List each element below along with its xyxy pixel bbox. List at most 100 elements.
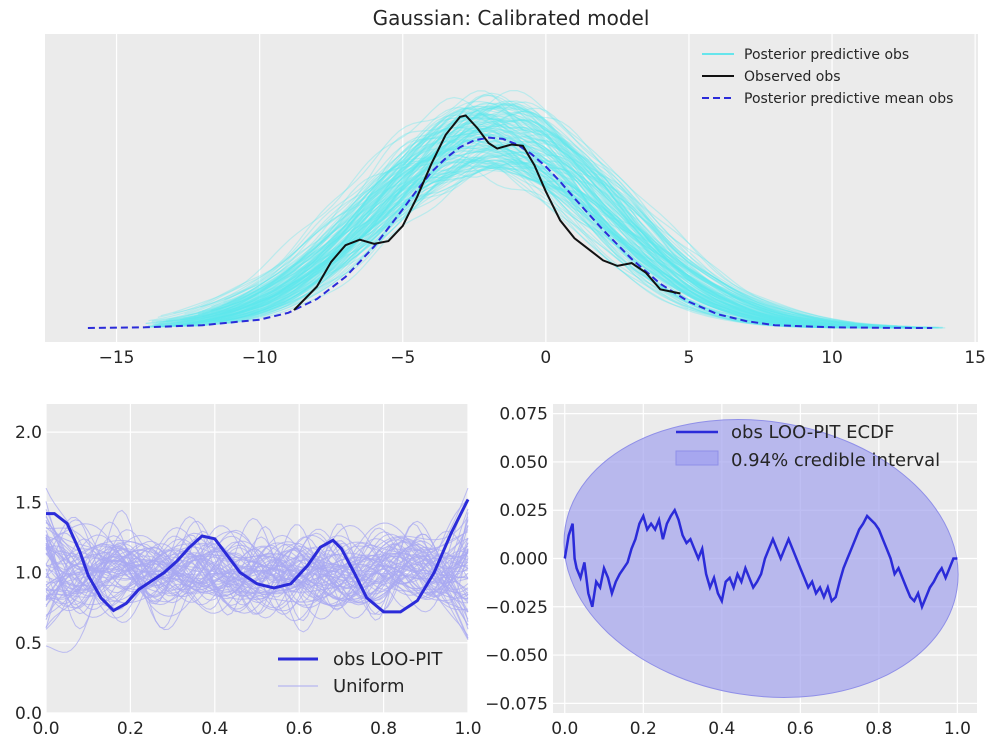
posterior-predictive-sample <box>158 94 932 329</box>
posterior-predictive-sample <box>155 116 886 329</box>
posterior-predictive-sample <box>216 169 854 329</box>
top-chart-plot-area <box>45 34 978 342</box>
posterior-predictive-sample <box>170 116 894 328</box>
posterior-predictive-sample <box>184 129 944 329</box>
ecdf-x-tick-label: 1.0 <box>944 719 971 739</box>
posterior-predictive-sample <box>200 114 909 329</box>
posterior-predictive-sample <box>174 125 904 329</box>
posterior-predictive-sample <box>218 94 935 329</box>
posterior-predictive-sample <box>179 147 831 327</box>
posterior-predictive-sample <box>218 123 827 325</box>
posterior-predictive-sample <box>146 101 855 324</box>
posterior-predictive-sample <box>197 113 878 329</box>
top-x-tick-label: 15 <box>964 348 986 368</box>
posterior-predictive-sample <box>150 119 852 328</box>
posterior-predictive-sample <box>207 166 909 329</box>
ecdf-x-tick-label: 0.0 <box>551 719 578 739</box>
uniform-sample-line <box>45 533 469 619</box>
posterior-predictive-sample <box>170 135 858 328</box>
posterior-predictive-sample <box>166 156 882 327</box>
loo-pit-x-tick-label: 1.0 <box>454 719 481 739</box>
posterior-predictive-sample <box>157 107 923 329</box>
uniform-sample-line <box>45 520 469 615</box>
posterior-predictive-sample <box>194 105 903 328</box>
loo-pit-kde-panel: 0.0 0.2 0.4 0.6 0.8 1.0 0.0 0.5 1.0 1.5 2.0 obs L… <box>15 404 482 739</box>
posterior-predictive-sample <box>206 110 865 326</box>
posterior-predictive-sample <box>154 161 856 328</box>
ecdf-y-tick-label: −0.025 <box>485 598 548 618</box>
posterior-predictive-sample <box>157 112 874 327</box>
posterior-predictive-sample <box>183 121 893 329</box>
posterior-predictive-sample <box>220 158 900 329</box>
posterior-predictive-sample <box>145 134 855 328</box>
top-chart-legend: Posterior predictive obs Observed obs Po… <box>702 47 953 107</box>
posterior-predictive-sample <box>165 101 832 326</box>
uniform-sample-line <box>45 522 469 622</box>
posterior-predictive-sample <box>160 96 834 326</box>
posterior-predictive-sample <box>223 136 911 329</box>
posterior-predictive-sample <box>228 140 866 327</box>
posterior-predictive-sample <box>153 156 834 327</box>
posterior-predictive-sample <box>152 153 833 325</box>
posterior-predictive-sample <box>206 122 901 329</box>
posterior-predictive-sample <box>223 103 933 329</box>
top-x-tick-label: −15 <box>99 348 135 368</box>
loo-pit-y-tick-label: 2.0 <box>15 423 42 443</box>
posterior-predictive-sample <box>221 166 923 329</box>
posterior-predictive-sample <box>175 147 899 329</box>
posterior-predictive-sample <box>198 151 900 329</box>
posterior-predictive-sample <box>227 104 943 328</box>
posterior-predictive-sample <box>145 139 890 328</box>
posterior-predictive-sample <box>193 167 910 328</box>
uniform-sample-line <box>45 541 469 600</box>
posterior-predictive-sample <box>213 106 908 329</box>
posterior-predictive-sample <box>208 164 924 329</box>
posterior-predictive-sample <box>160 112 862 329</box>
posterior-predictive-sample <box>158 160 839 325</box>
posterior-predictive-sample <box>149 107 887 328</box>
posterior-predictive-sample <box>211 107 906 329</box>
uniform-sample-line <box>45 521 469 606</box>
ecdf-y-tick-label: 0.025 <box>499 501 548 521</box>
uniform-sample-line <box>45 548 469 596</box>
posterior-predictive-sample <box>152 126 897 329</box>
posterior-predictive-sample <box>153 161 855 327</box>
posterior-predictive-sample <box>187 102 890 327</box>
top-chart-title: Gaussian: Calibrated model <box>373 6 650 30</box>
posterior-predictive-sample <box>197 149 907 328</box>
posterior-predictive-sample <box>221 160 831 328</box>
posterior-predictive-sample <box>173 119 875 328</box>
loo-pit-legend: obs LOO-PIT Uniform <box>278 649 443 697</box>
ecdf-x-tick-label: 0.8 <box>865 719 892 739</box>
posterior-predictive-sample <box>224 117 912 328</box>
credible-interval-band <box>563 419 959 698</box>
loo-pit-x-tick-label: 0.8 <box>370 719 397 739</box>
posterior-predictive-mean-line <box>87 136 933 329</box>
obs-loo-pit-line <box>46 498 470 614</box>
posterior-predictive-sample <box>220 119 843 324</box>
posterior-predictive-sample <box>213 134 923 329</box>
posterior-predictive-sample <box>187 138 925 329</box>
posterior-predictive-sample <box>221 103 902 329</box>
posterior-predictive-sample <box>199 113 908 329</box>
posterior-predictive-sample <box>216 105 876 327</box>
posterior-predictive-sample <box>227 164 857 328</box>
obs-loo-pit-ecdf-line <box>563 507 958 611</box>
ecdf-legend: obs LOO-PIT ECDF 0.94% credible interval <box>675 422 940 471</box>
ecdf-x-tick-labels: 0.0 0.2 0.4 0.6 0.8 1.0 <box>551 719 971 739</box>
posterior-predictive-sample <box>225 119 906 329</box>
ecdf-y-tick-label: 0.000 <box>499 550 548 570</box>
ecdf-x-tick-label: 0.6 <box>787 719 814 739</box>
posterior-predictive-sample <box>198 148 915 329</box>
loo-pit-x-tick-label: 0.4 <box>201 719 228 739</box>
legend-label-uniform: Uniform <box>333 676 405 697</box>
posterior-predictive-sample <box>204 127 856 329</box>
posterior-predictive-sample <box>208 139 925 329</box>
posterior-predictive-sample <box>176 92 864 327</box>
posterior-predictive-sample <box>202 147 840 327</box>
legend-label-mean: Posterior predictive mean obs <box>744 91 953 107</box>
posterior-predictive-sample <box>188 164 890 329</box>
posterior-predictive-sample <box>191 154 915 328</box>
top-x-tick-label: 10 <box>821 348 843 368</box>
posterior-predictive-sample <box>173 117 911 329</box>
